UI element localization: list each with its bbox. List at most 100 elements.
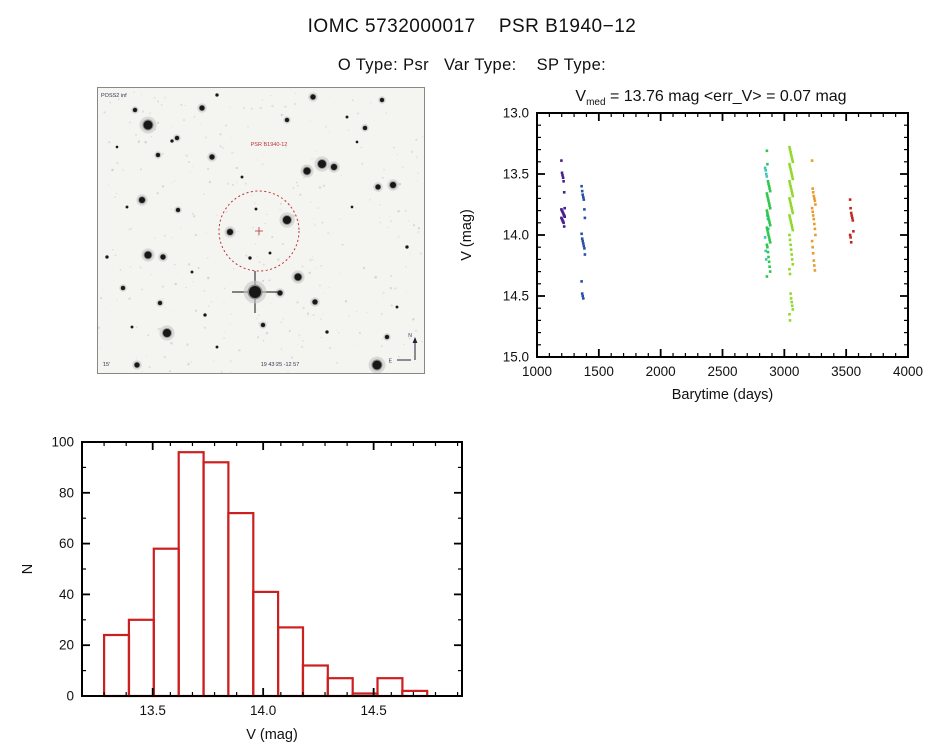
data-point <box>812 259 816 262</box>
noise-dot <box>222 180 224 182</box>
histogram-bar <box>376 677 404 698</box>
data-point <box>790 300 793 304</box>
scale-label: 15' <box>103 362 110 368</box>
coords-label: 19 43 25 -12 57 <box>261 362 300 368</box>
noise-dot <box>258 261 261 263</box>
data-point <box>813 222 816 226</box>
data-point <box>789 248 793 251</box>
noise-dot <box>264 198 266 200</box>
noise-dot <box>389 286 393 290</box>
data-point <box>810 239 814 243</box>
noise-dot <box>370 282 372 284</box>
data-point <box>790 206 793 210</box>
noise-dot <box>187 362 190 366</box>
noise-dot <box>219 133 222 136</box>
data-point <box>766 245 769 249</box>
noise-dot <box>310 201 312 203</box>
compass-icon: N E <box>389 333 418 365</box>
noise-dot <box>139 266 142 269</box>
data-point <box>789 167 792 171</box>
noise-dot <box>397 210 400 213</box>
data-point <box>562 225 566 228</box>
noise-dot <box>316 267 318 269</box>
noise-dot <box>261 98 264 101</box>
data-point <box>561 176 565 179</box>
noise-dot <box>374 276 377 279</box>
finder-chart-image: POSS2 inf PSR B1940-12 19 43 25 -12 57 1… <box>97 87 425 374</box>
data-point <box>766 228 769 232</box>
data-point <box>788 145 791 149</box>
data-point <box>768 206 772 210</box>
noise-dot <box>104 307 106 309</box>
data-point <box>789 219 792 222</box>
data-point <box>768 265 771 268</box>
noise-dot <box>325 125 328 128</box>
noise-dot <box>385 112 387 114</box>
noise-dot <box>247 125 249 128</box>
data-point <box>848 233 852 237</box>
noise-dot <box>235 181 238 184</box>
data-point <box>580 232 583 236</box>
noise-dot <box>174 180 176 182</box>
data-point <box>580 292 584 295</box>
target-marker <box>218 190 300 272</box>
noise-dot <box>321 261 323 263</box>
noise-dot <box>128 297 131 300</box>
noise-dot <box>394 287 397 290</box>
noise-dot <box>382 296 384 298</box>
noise-dot <box>270 95 272 97</box>
data-point <box>767 236 771 239</box>
y-axis-label: N <box>20 564 36 574</box>
noise-dot <box>315 150 317 152</box>
noise-dot <box>164 306 166 309</box>
data-point <box>764 169 767 172</box>
data-point <box>788 162 791 166</box>
noise-dot <box>339 102 341 104</box>
y-tick-label: 40 <box>59 587 74 602</box>
noise-dot <box>277 258 280 261</box>
data-point <box>766 231 770 234</box>
noise-dot <box>314 224 316 226</box>
noise-dot <box>252 226 255 229</box>
noise-dot <box>141 110 145 113</box>
noise-dot <box>203 326 206 329</box>
noise-dot <box>339 273 341 275</box>
series-epoch-6 <box>810 159 817 272</box>
noise-dot <box>259 106 262 110</box>
data-point <box>788 197 791 200</box>
noise-dot <box>161 285 164 288</box>
noise-dot <box>302 306 305 309</box>
data-point <box>790 172 793 176</box>
noise-dot <box>102 361 105 364</box>
data-point <box>768 189 772 193</box>
data-point <box>790 258 794 261</box>
noise-dot <box>321 313 323 315</box>
noise-dot <box>280 348 283 350</box>
x-tick-label: 2500 <box>707 364 737 379</box>
data-point <box>765 192 769 195</box>
noise-dot <box>217 164 219 166</box>
noise-dot <box>351 99 354 102</box>
noise-dot <box>319 318 322 320</box>
data-point <box>811 214 815 217</box>
noise-dot <box>251 194 253 196</box>
data-point <box>790 253 793 256</box>
noise-dot <box>160 104 163 106</box>
data-point <box>788 216 792 220</box>
noise-dot <box>322 349 324 351</box>
noise-dot <box>204 136 207 139</box>
data-point <box>790 175 794 178</box>
noise-dot <box>156 192 159 195</box>
noise-dot <box>190 361 193 363</box>
noise-dot <box>237 293 239 295</box>
data-point <box>767 184 771 188</box>
y-axis-label: V (mag) <box>459 209 475 261</box>
noise-dot <box>115 192 118 195</box>
star <box>203 313 207 317</box>
series-epoch-1 <box>560 159 566 228</box>
noise-dot <box>301 265 304 268</box>
data-point <box>813 199 817 203</box>
star <box>105 255 109 259</box>
noise-dot <box>415 156 418 159</box>
x-tick-label: 2000 <box>646 364 676 379</box>
